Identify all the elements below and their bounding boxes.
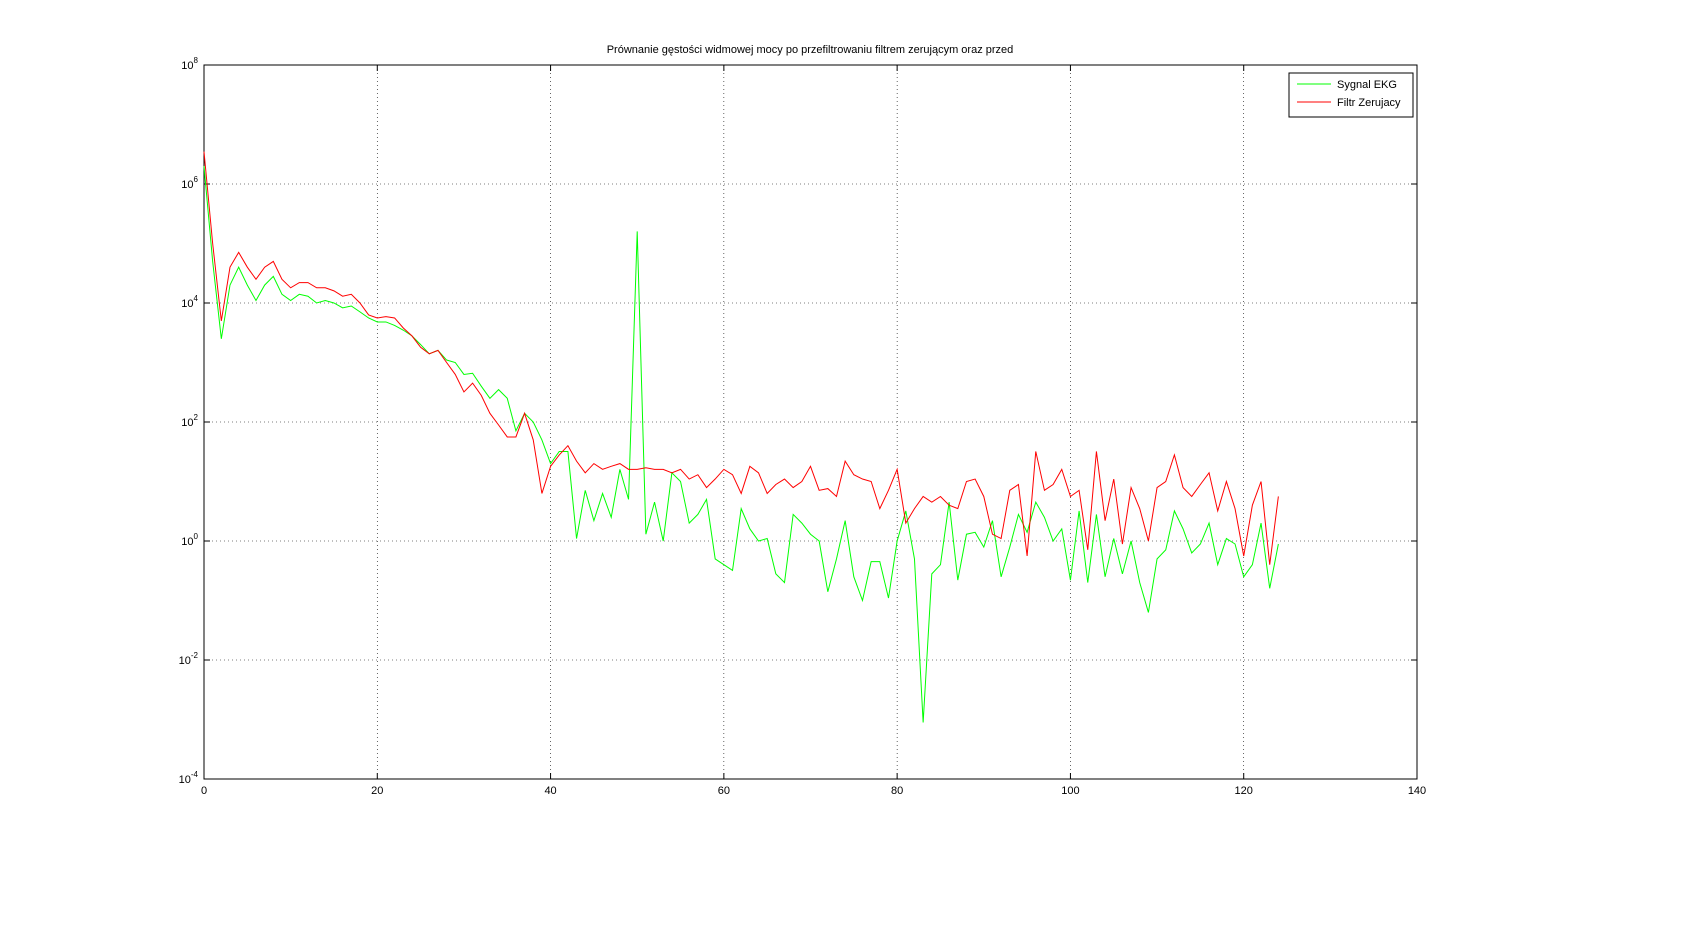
x-tick-label: 60 bbox=[718, 785, 730, 797]
x-tick-label: 20 bbox=[371, 785, 383, 797]
y-tick-label: 104 bbox=[181, 294, 198, 310]
legend-label: Filtr Zerujacy bbox=[1337, 97, 1401, 109]
x-tick-label: 120 bbox=[1235, 785, 1253, 797]
x-tick-label: 140 bbox=[1408, 785, 1426, 797]
y-tick-label: 102 bbox=[181, 413, 198, 429]
y-tick-label: 100 bbox=[181, 532, 198, 548]
y-tick-label: 10-2 bbox=[179, 651, 199, 667]
y-tick-label: 108 bbox=[181, 56, 198, 72]
plot-frame bbox=[203, 64, 1418, 780]
x-tick-label: 100 bbox=[1061, 785, 1079, 797]
y-tick-label: 106 bbox=[181, 175, 198, 191]
series-line bbox=[203, 166, 1279, 723]
chart-title: Prównanie gęstości widmowej mocy po prze… bbox=[607, 44, 1014, 56]
legend-box bbox=[1288, 72, 1414, 118]
x-tick-label: 40 bbox=[544, 785, 556, 797]
y-tick-label: 10-4 bbox=[179, 770, 199, 786]
series-line bbox=[203, 151, 1279, 565]
x-tick-label: 80 bbox=[891, 785, 903, 797]
x-tick-label: 0 bbox=[201, 785, 207, 797]
legend-label: Sygnal EKG bbox=[1337, 79, 1397, 91]
